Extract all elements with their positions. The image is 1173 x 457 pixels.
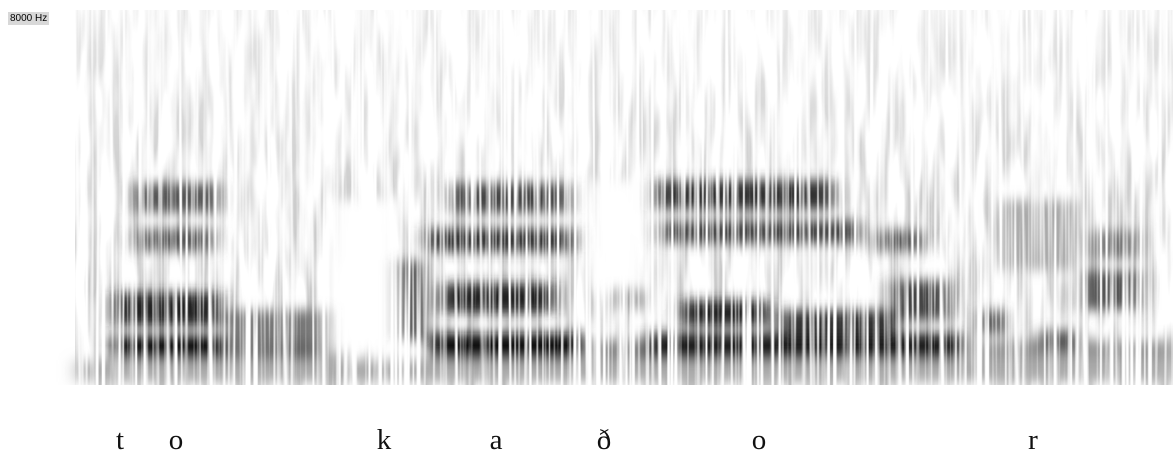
segment-label: t bbox=[116, 424, 124, 457]
segment-label: a bbox=[490, 424, 503, 457]
spectrogram bbox=[0, 0, 1173, 456]
segment-label: o bbox=[169, 424, 184, 457]
page: 8000 Hz tokaðor (() => { const data = JS… bbox=[0, 0, 1173, 456]
segment-label: k bbox=[377, 424, 392, 457]
segment-label: ð bbox=[597, 424, 612, 457]
segment-label: o bbox=[752, 424, 767, 457]
frequency-label: 8000 Hz bbox=[8, 12, 49, 25]
segment-label: r bbox=[1028, 424, 1038, 457]
